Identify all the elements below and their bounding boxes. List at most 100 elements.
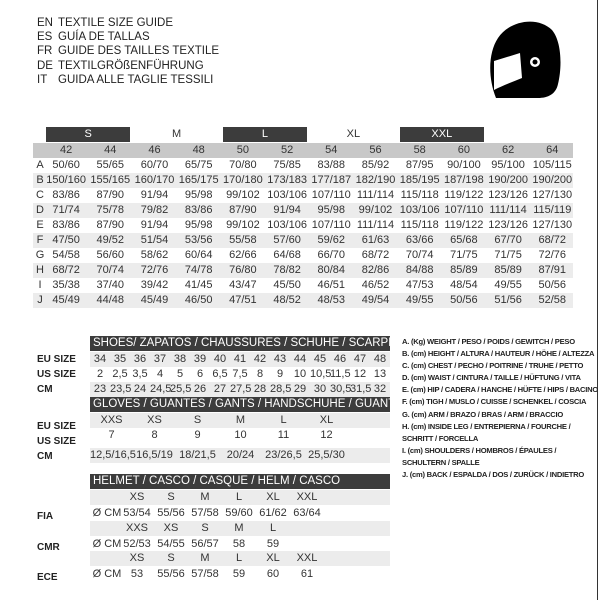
table-cell: 47/51 [229,294,257,306]
table-cell: 37/40 [96,279,125,291]
table-cell: 10 [234,429,247,441]
table-cell: 105/115 [532,159,572,171]
table-cell: 58/62 [140,249,169,261]
row-label: I [38,279,42,291]
table-cell: 123/126 [488,189,528,201]
table-cell: 60 [266,568,280,580]
table-cell: 82/86 [361,264,390,276]
table-cell: 67/70 [494,234,522,246]
table-cell: L [280,414,287,426]
helmet-size: XL [266,552,280,564]
table-cell: 91/94 [140,219,169,231]
table-cell: 41 [233,353,247,365]
table-cell: 49/54 [361,294,390,306]
table-cell: 84/88 [405,264,434,276]
table-cell: 107/110 [444,204,484,216]
table-cell: 71/74 [52,204,80,216]
legend-item: I. (cm) SHOULDERS / HOMBROS / ÉPAULES / [402,445,557,455]
table-cell: 190/200 [532,174,573,186]
row-label: CM [37,451,53,462]
row-bg [33,233,573,248]
row-label: FIA [37,511,54,522]
table-cell: 119/122 [444,219,484,231]
table-cell: 7,5 [232,368,248,380]
table-cell: XXS [100,414,123,426]
language-code: EN [37,17,53,29]
size-header: 56 [369,144,382,156]
size-band-label: S [84,128,92,140]
table-cell: 87/90 [96,189,125,201]
title-line: IT GUIDA ALLE TAGLIE TESSILI [37,73,219,87]
table-cell: 177/187 [311,174,352,186]
row-label: G [35,249,45,261]
size-band-bg [222,127,308,142]
table-cell: 48/54 [450,279,478,291]
table-cell: 70/74 [96,264,125,276]
table-cell: 99/102 [226,219,260,231]
table-cell: 13 [373,368,387,380]
table-cell: 170/180 [223,174,263,186]
language-code: IT [37,73,48,86]
table-cell: 55/56 [157,507,185,519]
helmet-size: XS [129,552,145,564]
table-cell: 62/66 [229,249,257,261]
size-header: 58 [413,144,426,156]
title-text: TEXTILE SIZE GUIDE [58,17,174,29]
table-cell: 2 [96,368,104,380]
table-cell: 16,5/19 [136,449,173,461]
table-cell: 39 [193,353,207,365]
size-header: 54 [325,144,338,156]
table-cell: 127/130 [532,189,573,201]
table-cell: 61/63 [361,234,390,246]
table-cell: 55/58 [229,234,257,246]
table-cell: 51/56 [494,294,522,306]
size-header: 64 [546,144,559,156]
legend-item: A. (Kg) WEIGHT / PESO / POIDS / GEWITCH … [402,337,575,346]
table-cell: 50/56 [450,294,478,306]
title-text: GUIDE DES TAILLES TEXTILE [58,45,220,58]
table-cell: 41/45 [184,279,213,291]
table-cell: XS [147,414,162,426]
title-line: FR GUIDE DES TAILLES TEXTILE [37,44,219,58]
shoes-header: SHOES/ ZAPATOS / CHAUSSURES / SCHUHE / S… [90,336,396,351]
table-cell: 40 [213,353,227,365]
helmet-size: M [234,521,244,534]
helmet-size: XS [163,521,179,534]
gloves-header: GLOVES / GUANTES / GANTS / HANDSCHUHE / … [90,397,398,412]
table-cell: 23,5 [110,383,132,395]
table-cell: 47/50 [52,234,80,246]
table-cell: 99/102 [358,204,393,216]
table-cell: 28 [253,383,267,395]
table-cell: 4 [156,368,164,380]
legend-item: F. (cm) TIGH / MUSLO / CUISSE / SCHENKEL… [402,397,587,407]
table-cell: 48/53 [317,294,346,306]
table-cell: 45/50 [273,279,301,291]
table-cell: 37 [153,353,167,365]
table-cell: 35/38 [52,279,80,291]
size-header: 42 [59,144,73,156]
measurement-legend: A. (Kg) WEIGHT / PESO / POIDS / GEWITCH … [402,336,598,481]
language-code: FR [37,45,53,58]
page-border [597,0,598,600]
table-cell: 70/80 [229,159,257,171]
row-label: CM [37,384,53,395]
table-cell: 18/21,5 [179,449,216,461]
table-cell: 49/55 [494,279,522,291]
row-bg [90,352,390,367]
table-cell: 111/114 [356,219,395,231]
table-cell: 28,5 [270,383,292,395]
table-cell: 5 [176,368,184,380]
table-cell: 70/74 [405,249,434,261]
row-label: CMR [37,541,60,553]
table-cell: 24 [133,383,147,395]
table-cell: 91/94 [140,189,169,201]
helmet-size: S [167,552,175,564]
size-header: 60 [457,144,471,156]
table-cell: 87/91 [538,264,567,276]
table-cell: 6 [196,368,204,380]
table-cell: 48/52 [273,294,301,306]
table-cell: 85/92 [361,159,390,171]
row-label: US SIZE [37,436,76,447]
table-cell: 53/56 [184,234,213,246]
table-cell: 46 [333,353,347,365]
